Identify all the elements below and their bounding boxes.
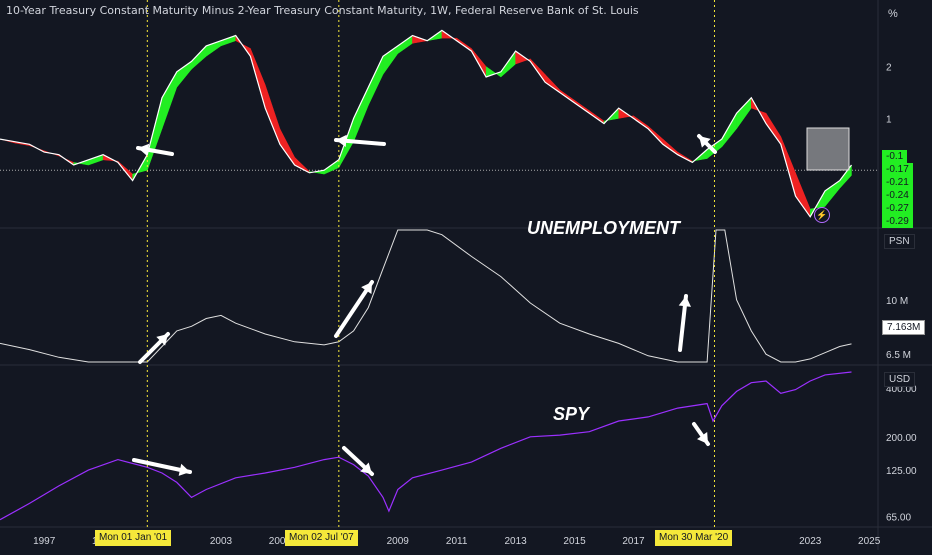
spy-y-tick: 400.00 <box>886 384 917 395</box>
x-axis-tick: 1997 <box>33 536 56 547</box>
spread-band-segment <box>147 97 163 171</box>
annotation-arrow <box>334 280 374 338</box>
unemployment-y-tick: 10 M <box>886 296 908 307</box>
spread-band-segment <box>795 172 811 218</box>
date-flag-2020: Mon 30 Mar '20 <box>655 530 733 546</box>
x-axis-tick: 2013 <box>504 536 527 547</box>
x-axis-tick: 2003 <box>210 536 233 547</box>
spread-band-segment <box>765 112 782 146</box>
spread-band-segment <box>88 154 104 166</box>
spread-band-segment <box>368 56 384 106</box>
unemployment-y-tick: 6.5 M <box>886 350 911 361</box>
spread-band-segment <box>161 70 178 129</box>
date-flag-2001: Mon 01 Jan '01 <box>95 530 172 546</box>
selection-box <box>806 127 850 171</box>
spread-band-segment <box>176 60 192 89</box>
annotation-arrowhead <box>699 136 711 148</box>
x-axis-tick: 2009 <box>387 536 410 547</box>
unemployment-pane-label: UNEMPLOYMENT <box>527 218 680 238</box>
spread-y-tick: 2 <box>886 63 892 74</box>
spread-y-tick: 1 <box>886 114 892 125</box>
spread-band-segment <box>824 180 840 208</box>
spread-scale-value: -0.1 <box>882 150 908 163</box>
unemployment-unit-label[interactable]: PSN <box>884 234 915 249</box>
spread-scale-value: -0.17 <box>882 163 913 176</box>
annotation-arrowhead <box>361 282 372 294</box>
spread-band-segment <box>662 138 678 156</box>
date-flag-2007: Mon 02 Jul '07 <box>285 530 358 546</box>
spread-scale-value: -0.21 <box>882 176 913 189</box>
lightning-icon[interactable]: ⚡ <box>814 207 830 223</box>
unemployment-last-value: 7.163M <box>882 320 926 335</box>
spread-scale-value: -0.29 <box>882 215 913 228</box>
spread-band-segment <box>485 66 502 78</box>
annotation-arrowhead <box>336 134 347 148</box>
annotation-arrowhead <box>138 143 150 156</box>
x-axis-tick: 2005 <box>269 536 292 547</box>
spread-band-segment <box>736 97 752 130</box>
spread-band-segment <box>220 35 236 47</box>
annotation-arrowhead <box>178 463 190 476</box>
spread-line <box>0 29 852 218</box>
spy-pane-label: SPY <box>553 404 590 424</box>
spread-scale-value: -0.27 <box>882 202 913 215</box>
unemployment-line <box>0 229 852 363</box>
x-axis-tick: 2023 <box>799 536 822 547</box>
annotation-arrowhead <box>156 334 168 346</box>
spy-y-tick: 200.00 <box>886 433 917 444</box>
spread-scale-value: -0.24 <box>882 189 913 202</box>
annotation-arrowhead <box>360 462 372 474</box>
x-axis-tick: 2015 <box>563 536 586 547</box>
spread-band-segment <box>191 45 207 70</box>
annotation-arrowhead <box>697 432 708 444</box>
spy-y-tick: 65.00 <box>886 512 911 523</box>
spy-line <box>0 371 852 521</box>
spread-band-segment <box>382 45 399 76</box>
spy-y-tick: 125.00 <box>886 466 917 477</box>
spy-unit-label[interactable]: USD <box>884 372 916 387</box>
chart-title: 10-Year Treasury Constant Maturity Minus… <box>6 4 639 17</box>
spread-unit-label[interactable]: % <box>888 8 898 20</box>
x-axis-tick: 2017 <box>622 536 645 547</box>
annotation-arrowhead <box>678 296 692 307</box>
x-axis-tick: 2011 <box>446 536 468 547</box>
x-axis-tick: 2025 <box>858 536 881 547</box>
spread-band-segment <box>294 156 310 174</box>
